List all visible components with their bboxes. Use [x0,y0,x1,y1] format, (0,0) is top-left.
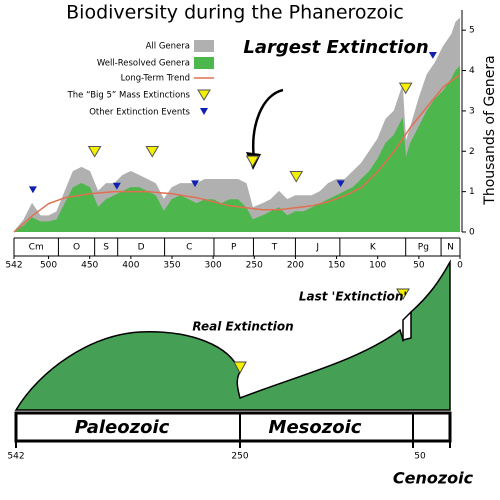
marker [396,288,410,300]
y-tick-label: 1 [469,187,475,197]
y-tick-label: 5 [469,26,475,36]
event-marker [28,186,37,194]
annotation: Last 'Extinction' [299,290,407,304]
period-label: T [271,243,278,253]
period-label: N [447,243,454,253]
legend-label: Other Extinction Events [89,108,190,118]
y-tick-label: 3 [469,106,475,116]
event-marker [336,180,345,188]
x-tick-label: 450 [81,261,98,271]
period-label: O [73,243,80,253]
legend-swatch [194,57,214,69]
era-label: Cenozoic [393,469,474,488]
legend-label: Well-Resolved Genera [97,59,190,69]
notch [402,310,412,341]
legend-swatch [197,89,211,101]
event-marker [145,145,160,158]
x-tick-label: 350 [163,261,180,271]
legend-label: Long-Term Trend [121,74,190,84]
x-tick-label: 250 [246,261,263,271]
chart-title: Biodiversity during the Phanerozoic [66,2,404,24]
event-marker [398,82,413,95]
legend-swatch [194,40,214,52]
annotation: Largest Extinction [243,37,428,58]
y-tick-label: 4 [469,66,475,76]
event-marker [428,52,437,59]
legend-swatch [200,108,208,115]
period-label: C [186,243,192,253]
era-bar [14,411,452,443]
y-tick-label: 2 [469,147,475,157]
legend-label: The “Big 5” Mass Extinctions [67,91,191,101]
x-tick-label: 542 [5,261,22,271]
period-label: Pg [418,243,429,253]
x-tick-label: 200 [287,261,304,271]
period-label: J [315,243,319,253]
event-marker [87,145,102,158]
annotation-arrow [252,88,284,161]
event-marker [112,182,121,190]
tick-label: 50 [414,452,426,462]
y-axis-label: Thousands of Genera [482,55,498,205]
x-tick-label: 0 [457,261,463,271]
diversity-schematic [14,259,451,411]
x-tick-label: 100 [369,261,386,271]
y-tick-label: 0 [469,228,475,238]
era-label: Mesozoic [269,417,362,438]
marker [233,361,247,375]
x-tick-label: 500 [40,261,57,271]
period-label: Cm [29,243,44,253]
annotation: Real Extinction [192,320,293,334]
period-label: S [103,243,109,253]
x-tick-label: 50 [413,261,425,271]
trend-line [13,73,461,233]
event-marker [245,155,260,168]
legend-label: All Genera [146,42,190,52]
area-edge [13,17,461,233]
area-fill [14,18,460,232]
tick-label: 542 [7,452,24,462]
period-label: K [370,243,377,253]
tick-label: 250 [231,452,248,462]
event-marker [289,170,304,183]
x-tick-label: 400 [122,261,139,271]
x-tick-label: 150 [328,261,345,271]
x-tick-label: 300 [205,261,222,271]
era-label: Paleozoic [75,417,170,438]
event-marker [191,180,200,188]
period-label: D [138,243,145,253]
period-label: P [231,243,237,253]
